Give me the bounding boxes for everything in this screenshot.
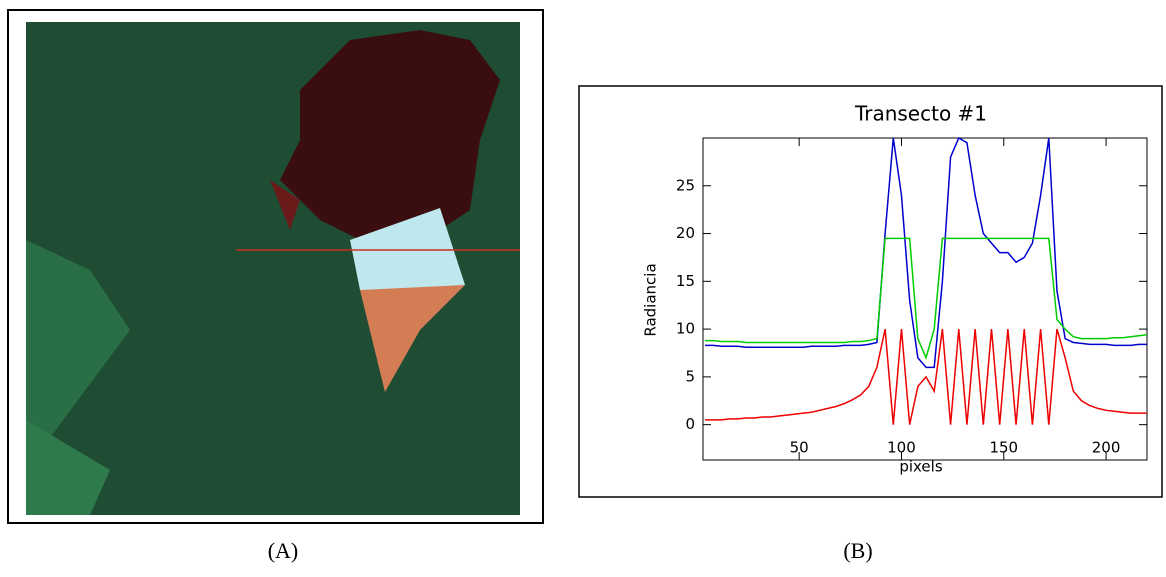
caption: (A) <box>268 538 299 563</box>
y-tick-label: 25 <box>676 176 695 194</box>
x-tick-label: 150 <box>989 439 1018 457</box>
data-line <box>705 237 1148 360</box>
y-tick-label: 10 <box>676 320 695 338</box>
y-tick-label: 0 <box>685 415 695 433</box>
y-tick-label: 15 <box>676 272 695 290</box>
x-axis-label: pixels <box>899 458 943 476</box>
chart-title: Transecto #1 <box>854 102 987 126</box>
y-tick-label: 5 <box>685 367 695 385</box>
x-tick-label: 200 <box>1092 439 1121 457</box>
x-tick-label: 100 <box>887 439 916 457</box>
satellite-image <box>26 22 520 515</box>
data-line <box>705 136 1147 369</box>
panel-b-frame <box>578 85 1163 498</box>
caption: (B) <box>843 538 872 563</box>
plot-area <box>702 137 1148 461</box>
data-line <box>705 328 1147 425</box>
x-tick-label: 50 <box>790 439 809 457</box>
y-tick-label: 20 <box>676 224 695 242</box>
y-axis-label: Radiancia <box>642 263 660 336</box>
